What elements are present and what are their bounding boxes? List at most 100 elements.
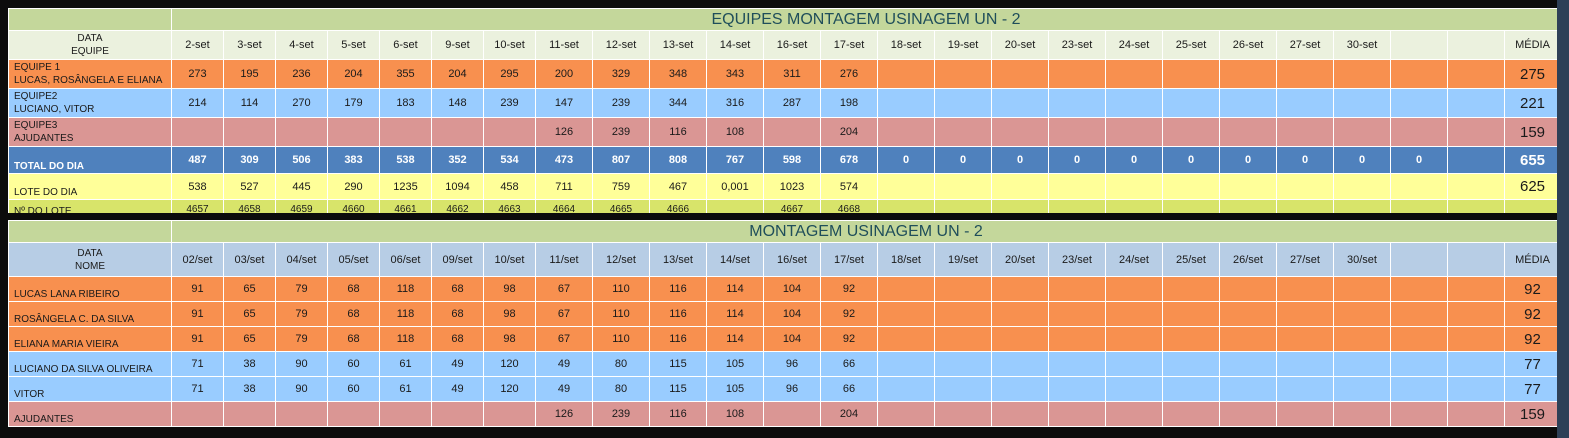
value-cell: 49 [535,351,593,377]
value-cell: 98 [483,301,536,327]
value-cell [934,88,992,118]
teams-table: EQUIPES MONTAGEM USINAGEM UN - 2 DATA EQUI… [8,8,1561,219]
value-cell: 126 [535,401,593,427]
value-cell: 329 [592,59,650,89]
value-cell: 80 [592,351,650,377]
team-label: EQUIPE2 LUCIANO, VITOR [8,88,172,118]
value-cell [934,301,992,327]
value-cell: 114 [223,88,276,118]
value-cell [934,401,992,427]
person-name: AJUDANTES [8,401,172,427]
person-name: LUCIANO DA SILVA OLIVEIRA [8,351,172,377]
value-cell [1276,301,1334,327]
value-cell: 92 [820,326,878,352]
date-header: 19-set [934,30,992,60]
team-label-line1: EQUIPE 1 [14,62,61,73]
value-cell [1162,59,1220,89]
value-cell [1276,351,1334,377]
value-cell [1105,276,1163,302]
value-cell [1162,88,1220,118]
value-cell [934,117,992,147]
date-header: 13-set [649,30,707,60]
value-cell [483,117,536,147]
value-cell: 534 [483,146,536,174]
value-cell [431,117,484,147]
person-name: ROSÂNGELA C. DA SILVA [8,301,172,327]
value-cell: 527 [223,173,276,200]
value-cell [877,117,935,147]
value-cell: 0 [1390,146,1448,174]
value-cell [1162,276,1220,302]
value-cell: 276 [820,59,878,89]
value-cell [1105,88,1163,118]
date-header: 4-set [275,30,328,60]
value-cell [1333,401,1391,427]
value-cell: 116 [649,326,707,352]
value-cell: 538 [379,146,432,174]
value-cell [1219,326,1277,352]
media-cell: 92 [1504,276,1561,302]
value-cell: 0 [1105,146,1163,174]
date-header: 20-set [991,30,1049,60]
value-cell [1048,401,1106,427]
value-cell: 79 [275,301,328,327]
date-header: 10/set [483,242,536,277]
value-cell: 61 [379,376,432,402]
value-cell: 148 [431,88,484,118]
person-name: VITOR [8,376,172,402]
value-cell [1219,117,1277,147]
value-cell: 116 [649,401,707,427]
value-cell: 179 [327,88,380,118]
value-cell [223,117,276,147]
value-cell: 0 [877,146,935,174]
value-cell [1276,117,1334,147]
value-cell: 120 [483,351,536,377]
value-cell: 204 [327,59,380,89]
value-cell: 0 [934,146,992,174]
value-cell: 204 [431,59,484,89]
value-cell [1162,351,1220,377]
date-header: 16/set [763,242,821,277]
date-header: 5-set [327,30,380,60]
date-header: 10-set [483,30,536,60]
value-cell: 678 [820,146,878,174]
value-cell [1048,59,1106,89]
date-header: 06/set [379,242,432,277]
team-label-line2: LUCIANO, VITOR [14,104,95,115]
value-cell: 105 [706,351,764,377]
date-header: 04/set [275,242,328,277]
value-cell [1390,351,1448,377]
date-header: 14-set [706,30,764,60]
value-cell [1333,88,1391,118]
date-header [1390,242,1448,277]
value-cell: 348 [649,59,707,89]
team-label: EQUIPE3 AJUDANTES [8,117,172,147]
value-cell [1105,301,1163,327]
value-cell: 116 [649,117,707,147]
value-cell: 183 [379,88,432,118]
value-cell [1105,173,1163,200]
date-header: 30-set [1333,30,1391,60]
value-cell [1219,276,1277,302]
value-cell [934,326,992,352]
value-cell [1333,117,1391,147]
title-blank-cell [8,220,172,243]
value-cell [1447,326,1505,352]
value-cell: 108 [706,401,764,427]
value-cell [1048,276,1106,302]
value-cell: 80 [592,376,650,402]
value-cell: 79 [275,276,328,302]
date-header: 03/set [223,242,276,277]
value-cell [1447,59,1505,89]
value-cell: 711 [535,173,593,200]
value-cell [877,301,935,327]
header-label-line1: DATA [77,33,103,44]
value-cell [379,117,432,147]
team-label-line1: EQUIPE3 [14,120,58,131]
value-cell: 0 [1333,146,1391,174]
value-cell: 49 [535,376,593,402]
value-cell [1219,173,1277,200]
value-cell: 273 [171,59,224,89]
value-cell: 147 [535,88,593,118]
value-cell [1105,376,1163,402]
